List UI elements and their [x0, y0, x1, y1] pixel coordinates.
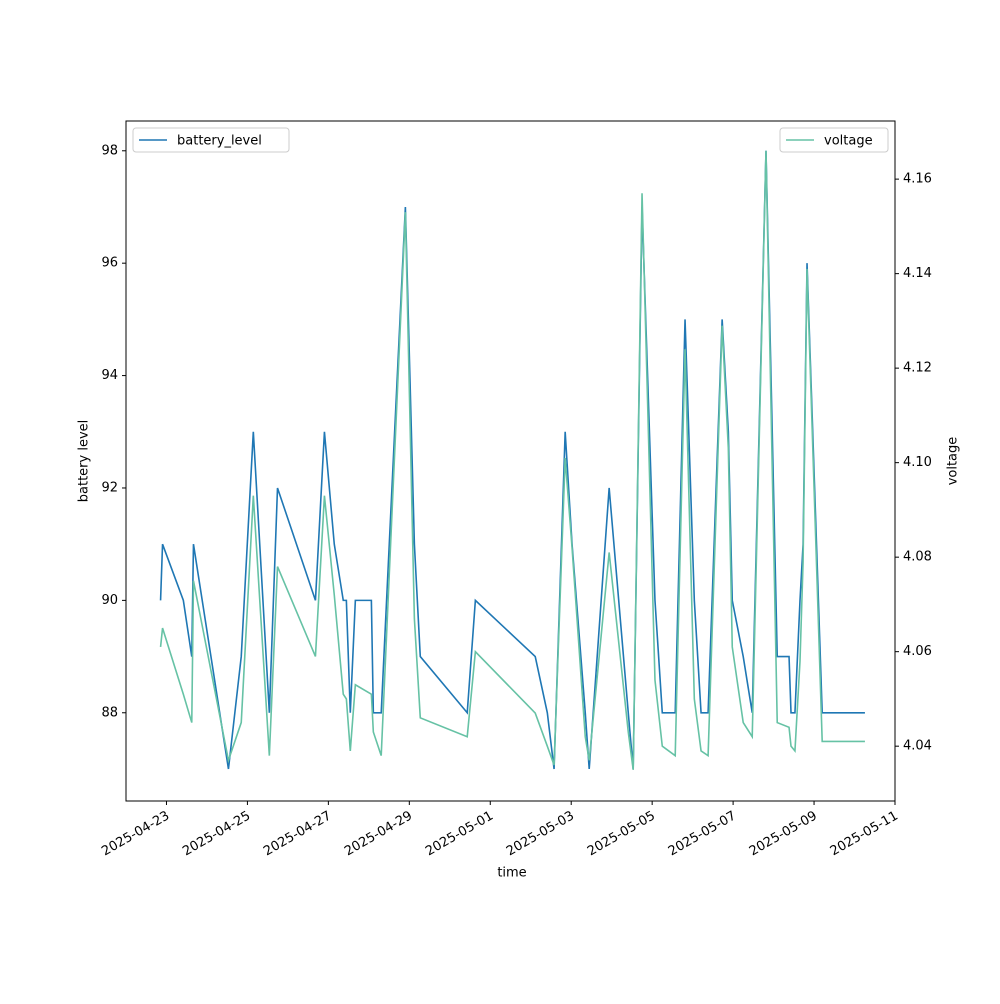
y2-tick-label: 4.12 — [903, 361, 932, 376]
y2-tick-label: 4.04 — [903, 739, 932, 754]
legend: voltage — [779, 127, 889, 153]
y-tick-label: 92 — [101, 480, 118, 495]
legend-box — [779, 127, 889, 153]
x-tick-label: 2025-05-07 — [666, 809, 739, 860]
legend: battery_level — [132, 127, 290, 153]
x-tick-label: 2025-05-11 — [828, 809, 901, 860]
line-series — [159, 150, 865, 770]
x-tick-label: 2025-05-09 — [747, 809, 820, 860]
plot-frame — [125, 120, 896, 802]
y2-tick-label: 4.10 — [903, 455, 932, 470]
x-tick-label: 2025-05-05 — [585, 809, 658, 860]
y2-tick-label: 4.06 — [903, 644, 932, 659]
x-axis-label: time — [497, 866, 526, 881]
x-tick-label: 2025-04-29 — [342, 809, 415, 860]
y-axis-label: battery level — [77, 420, 92, 503]
y-tick-label: 94 — [101, 368, 118, 383]
y-tick-label: 98 — [101, 143, 118, 158]
y2-tick-label: 4.14 — [903, 266, 932, 281]
legend-label: battery_level — [177, 134, 262, 149]
y2-axis-label: voltage — [946, 437, 961, 486]
x-tick-label: 2025-05-01 — [423, 809, 496, 860]
y-tick-label: 90 — [101, 593, 118, 608]
x-tick-label: 2025-05-03 — [504, 809, 577, 860]
y-tick-label: 88 — [101, 705, 118, 720]
x-tick-label: 2025-04-23 — [99, 809, 172, 860]
legend-label: voltage — [824, 134, 873, 149]
x-tick-label: 2025-04-27 — [261, 809, 334, 860]
y2-tick-label: 4.08 — [903, 550, 932, 565]
y2-tick-label: 4.16 — [903, 172, 932, 187]
legend-box — [132, 127, 290, 153]
x-tick-label: 2025-04-25 — [180, 809, 253, 860]
y-tick-label: 96 — [101, 256, 118, 271]
